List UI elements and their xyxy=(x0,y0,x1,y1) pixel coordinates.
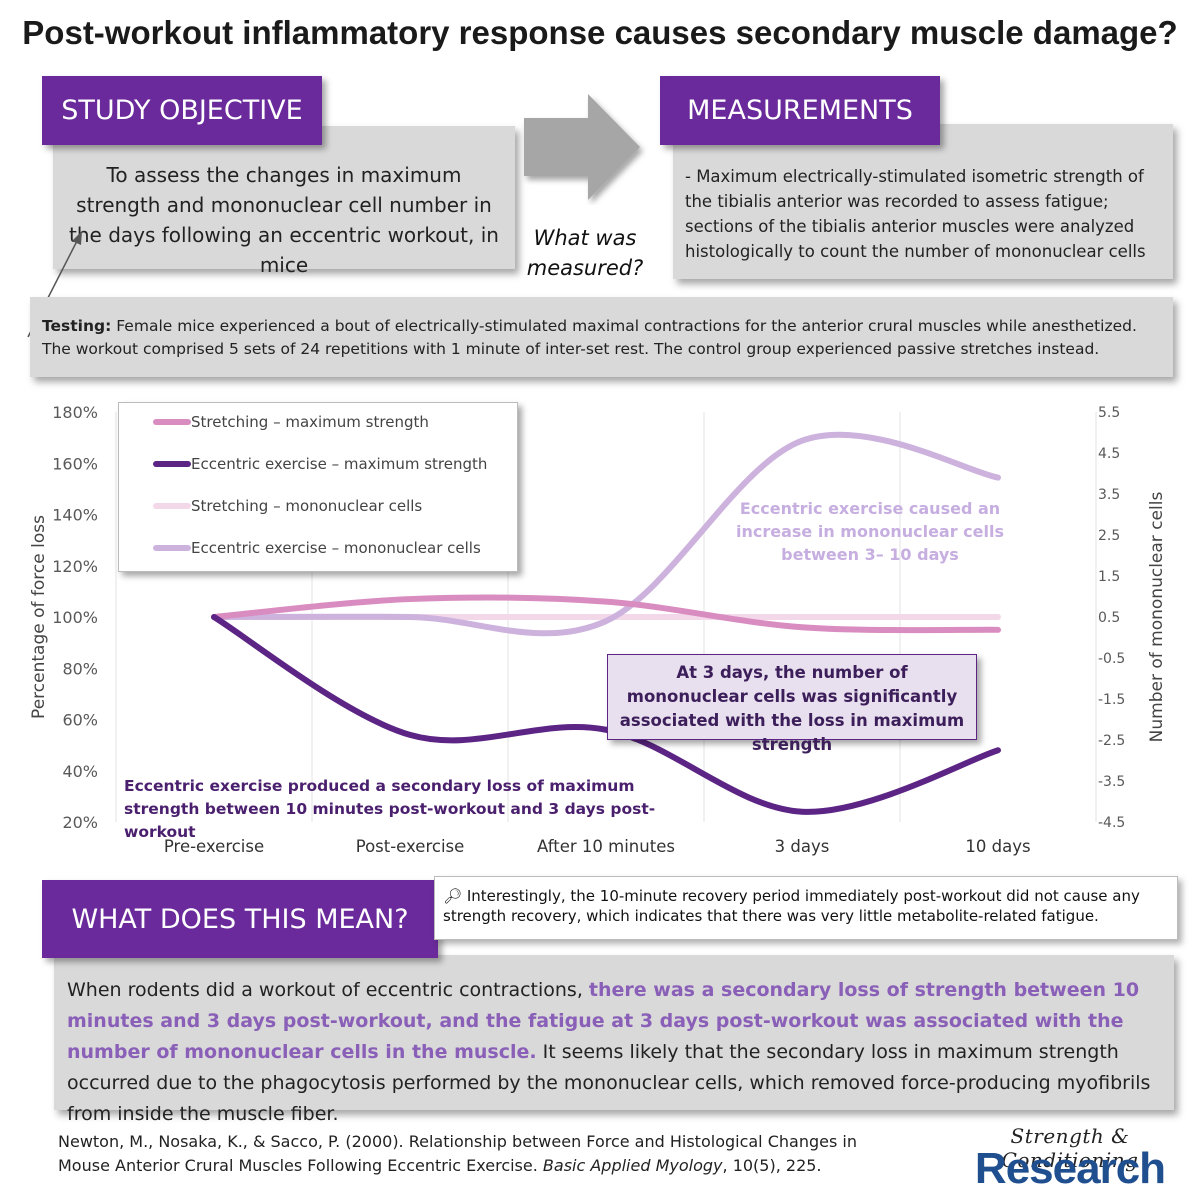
legend-label: Eccentric exercise – mononuclear cells xyxy=(191,539,481,557)
series-line-3 xyxy=(211,431,1001,637)
x-tick-label: After 10 minutes xyxy=(537,837,675,856)
x-tick-label: Pre-exercise xyxy=(164,837,264,856)
right-arrow-icon xyxy=(524,94,640,200)
y-tick-label: 180% xyxy=(52,403,98,422)
x-tick-label: Post-exercise xyxy=(356,837,465,856)
y2-tick-label: 4.5 xyxy=(1098,446,1120,462)
y2-tick-label: -1.5 xyxy=(1098,692,1125,708)
meaning-text-highlight: there was a secondary loss of strength b… xyxy=(67,979,1140,1063)
legend-swatch xyxy=(153,461,191,467)
y2-axis-title: Number of mononuclear cells xyxy=(1147,492,1167,743)
arrow-question: What was measured? xyxy=(526,226,644,280)
y-tick-label: 20% xyxy=(62,813,98,832)
reference-journal: Basic Applied Myology xyxy=(542,1156,723,1175)
legend-label: Stretching – mononuclear cells xyxy=(191,497,423,515)
meaning-note-box: 🔎︎ Interestingly, the 10-minute recovery… xyxy=(434,876,1178,940)
x-tick-label: 3 days xyxy=(775,837,830,856)
legend-item: Eccentric exercise – mononuclear cells xyxy=(153,537,481,559)
objective-text: To assess the changes in maximum strengt… xyxy=(69,163,499,277)
y-tick-label: 160% xyxy=(52,454,98,473)
logo-line2: Research xyxy=(974,1144,1166,1193)
y2-tick-label: 1.5 xyxy=(1098,569,1120,585)
legend-item: Stretching – mononuclear cells xyxy=(153,495,422,517)
y-tick-label: 60% xyxy=(62,711,98,730)
y-tick-label: 80% xyxy=(62,659,98,678)
meaning-text-end: It seems likely that the secondary loss … xyxy=(67,1041,1151,1125)
annotation-mononuclear: Eccentric exercise caused an increase in… xyxy=(735,499,1005,564)
series-line-1 xyxy=(211,614,1001,815)
legend-swatch xyxy=(153,545,191,551)
objective-box: To assess the changes in maximum strengt… xyxy=(53,126,515,277)
legend-label: Stretching – maximum strength xyxy=(191,413,429,431)
annotation-association: At 3 days, the number of mononuclear cel… xyxy=(619,663,965,754)
legend-item: Stretching – maximum strength xyxy=(153,411,429,433)
legend: Stretching – maximum strength Eccentric e… xyxy=(118,402,518,572)
meaning-note: Interestingly, the 10-minute recovery pe… xyxy=(443,887,1140,925)
y2-tick-label: 3.5 xyxy=(1098,487,1120,503)
y-tick-label: 40% xyxy=(62,762,98,781)
magnifier-icon: 🔎︎ xyxy=(443,887,467,905)
annotation-association-box: At 3 days, the number of mononuclear cel… xyxy=(607,654,977,754)
meaning-text-start: When rodents did a workout of eccentric … xyxy=(67,979,589,1001)
y2-tick-label: -4.5 xyxy=(1098,815,1125,831)
testing-label: Testing: xyxy=(42,317,112,335)
reference: Newton, M., Nosaka, K., & Sacco, P. (200… xyxy=(58,1130,898,1178)
reference-text: Newton, M., Nosaka, K., & Sacco, P. (200… xyxy=(58,1132,857,1175)
page-title: Post-workout inflammatory response cause… xyxy=(22,14,1178,51)
y-tick-label: 100% xyxy=(52,608,98,627)
meaning-text: When rodents did a workout of eccentric … xyxy=(67,975,1167,1130)
testing-box: Testing: Female mice experienced a bout … xyxy=(30,297,1173,377)
y2-tick-label: -3.5 xyxy=(1098,774,1125,790)
y-tick-label: 120% xyxy=(52,557,98,576)
annotation-secondary-loss: Eccentric exercise produced a secondary … xyxy=(124,777,656,841)
legend-swatch xyxy=(153,503,191,509)
measurements-box: - Maximum electrically-stimulated isomet… xyxy=(673,124,1173,279)
legend-swatch xyxy=(153,419,191,425)
y2-tick-label: -2.5 xyxy=(1098,733,1125,749)
y2-tick-label: 2.5 xyxy=(1098,528,1120,544)
reference-text-end: , 10(5), 225. xyxy=(722,1156,822,1175)
series-line-0 xyxy=(211,594,1001,634)
y-axis-title: Percentage of force loss xyxy=(29,515,49,719)
testing-text: Female mice experienced a bout of electr… xyxy=(42,317,1137,358)
legend-item: Eccentric exercise – maximum strength xyxy=(153,453,487,475)
line-chart: 20% 40% 60% 80% 100% 120% 140% 160% 180% -4.5 -3.5… xyxy=(29,403,1167,856)
y-tick-label: 140% xyxy=(52,506,98,525)
meaning-box: When rodents did a workout of eccentric … xyxy=(54,955,1174,1125)
meaning-heading: WHAT DOES THIS MEAN? xyxy=(42,880,438,958)
logo-line1: Strength & Conditioning xyxy=(1001,1124,1139,1172)
legend-label: Eccentric exercise – maximum strength xyxy=(191,455,488,473)
y2-tick-label: 0.5 xyxy=(1098,610,1120,626)
measurements-text: - Maximum electrically-stimulated isomet… xyxy=(685,167,1146,261)
y2-tick-label: -0.5 xyxy=(1098,651,1125,667)
objective-heading: STUDY OBJECTIVE xyxy=(42,76,322,145)
x-tick-label: 10 days xyxy=(965,837,1030,856)
y2-tick-label: 5.5 xyxy=(1098,405,1120,421)
measurements-heading: MEASUREMENTS xyxy=(660,76,940,145)
